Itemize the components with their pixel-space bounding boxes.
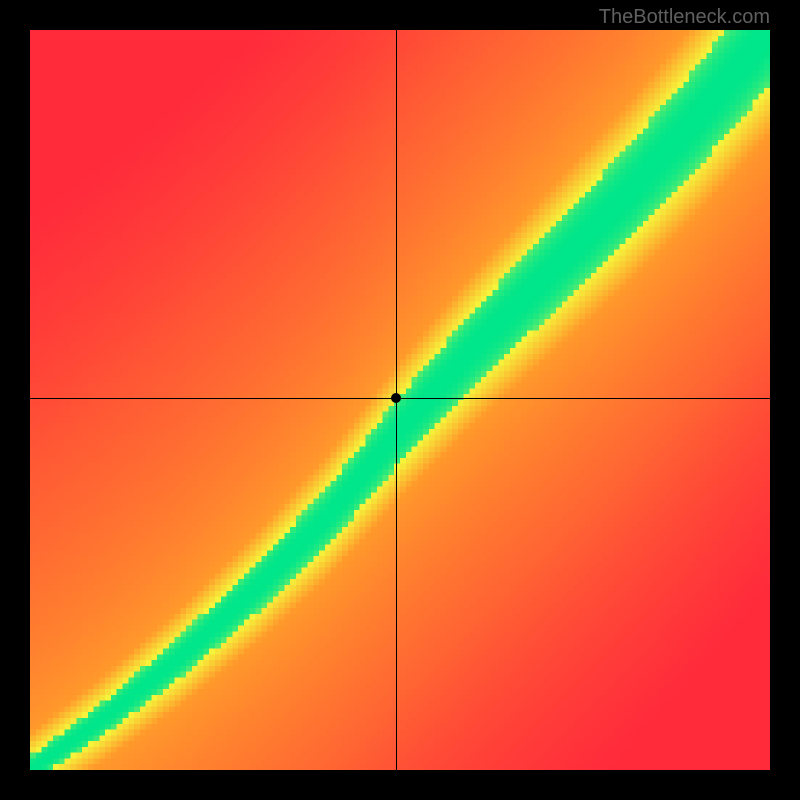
watermark-text: TheBottleneck.com [599, 6, 770, 29]
bottleneck-heatmap [30, 30, 770, 770]
selection-marker [391, 393, 401, 403]
